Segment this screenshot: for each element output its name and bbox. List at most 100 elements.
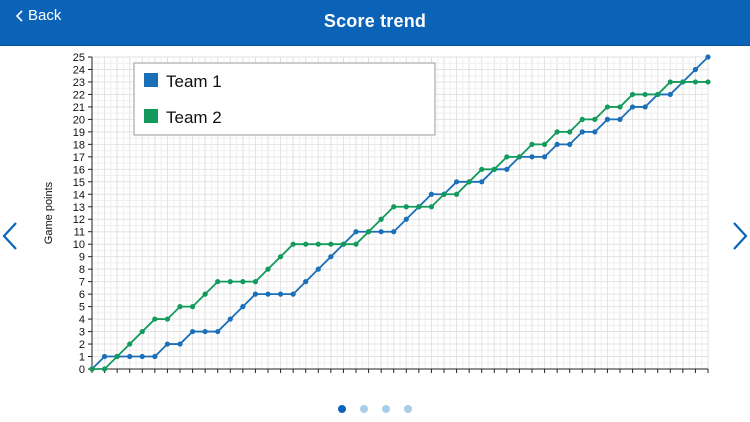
prev-page-chevron-left-icon[interactable] xyxy=(0,219,20,253)
data-point xyxy=(328,241,334,247)
data-point xyxy=(604,116,611,122)
data-point xyxy=(177,341,183,347)
data-point xyxy=(453,179,460,185)
data-point xyxy=(554,141,560,147)
data-point xyxy=(541,154,548,160)
data-point xyxy=(127,341,133,347)
data-point xyxy=(139,353,145,360)
y-tick-label: 21 xyxy=(73,102,85,114)
y-tick-label: 1 xyxy=(79,352,85,364)
y-tick-label: 22 xyxy=(73,89,85,101)
y-tick-label: 8 xyxy=(79,264,85,276)
data-point xyxy=(567,141,573,147)
series-line xyxy=(92,81,708,370)
y-tick-label: 14 xyxy=(73,189,85,201)
data-point xyxy=(391,204,397,210)
data-point xyxy=(164,316,171,322)
back-button[interactable]: Back xyxy=(14,6,61,26)
data-point xyxy=(479,179,485,185)
data-point xyxy=(265,266,271,272)
y-tick-label: 2 xyxy=(79,339,85,351)
data-point xyxy=(617,116,623,122)
legend-swatch-team-1 xyxy=(144,73,158,87)
data-point xyxy=(89,366,95,372)
data-point xyxy=(541,141,548,147)
data-point xyxy=(491,166,497,172)
data-point xyxy=(189,304,196,310)
data-point xyxy=(428,204,435,210)
y-tick-label: 7 xyxy=(79,277,85,289)
legend-box xyxy=(133,62,436,136)
y-tick-label: 20 xyxy=(73,114,85,126)
data-point xyxy=(315,266,321,272)
data-point xyxy=(240,279,246,285)
data-point xyxy=(227,316,233,322)
data-point xyxy=(391,229,397,235)
data-point xyxy=(101,353,108,360)
data-point xyxy=(365,229,372,235)
data-point xyxy=(290,291,296,297)
data-point xyxy=(202,328,208,335)
data-point xyxy=(353,229,359,235)
data-point xyxy=(378,229,384,235)
data-point xyxy=(114,353,120,360)
y-axis-title: Game points xyxy=(43,181,55,244)
y-tick-label: 6 xyxy=(79,289,85,301)
y-tick-label: 5 xyxy=(79,302,85,314)
data-point xyxy=(604,104,611,110)
data-point xyxy=(516,154,523,160)
y-tick-label: 13 xyxy=(73,202,85,214)
data-point xyxy=(403,216,409,222)
data-point xyxy=(441,191,447,197)
data-point xyxy=(428,191,435,197)
data-point xyxy=(504,166,510,172)
y-tick-label: 11 xyxy=(74,227,85,239)
data-point xyxy=(290,241,296,247)
legend-swatch-team-2 xyxy=(144,109,158,123)
data-point xyxy=(479,166,485,172)
data-point xyxy=(667,79,673,85)
data-point xyxy=(642,104,648,110)
data-point xyxy=(328,254,334,260)
data-point xyxy=(692,79,699,85)
data-point xyxy=(340,241,347,247)
data-point xyxy=(692,66,699,73)
back-label: Back xyxy=(28,7,62,24)
data-point xyxy=(416,204,422,210)
chart-axes xyxy=(91,57,709,373)
data-point xyxy=(378,216,384,222)
page-dot[interactable] xyxy=(404,405,412,413)
y-tick-labels: 0123456789101112131415161718192021222324… xyxy=(73,52,92,376)
data-point xyxy=(152,316,158,322)
next-page-chevron-right-icon[interactable] xyxy=(730,219,750,253)
page-indicator xyxy=(0,405,750,413)
data-point xyxy=(617,104,623,110)
page-dot[interactable] xyxy=(360,405,368,413)
data-point xyxy=(453,191,460,197)
data-point xyxy=(629,104,636,110)
data-point xyxy=(315,241,321,247)
y-tick-label: 4 xyxy=(79,314,85,326)
data-point xyxy=(240,304,246,310)
y-tick-label: 23 xyxy=(73,77,85,89)
data-point xyxy=(139,328,145,335)
data-point xyxy=(579,129,585,135)
y-tick-label: 17 xyxy=(73,152,85,164)
data-point xyxy=(592,129,598,135)
page-dot[interactable] xyxy=(338,405,346,413)
data-point xyxy=(303,279,309,285)
data-point xyxy=(403,204,409,210)
y-tick-label: 10 xyxy=(73,239,85,251)
y-tick-label: 3 xyxy=(79,327,85,339)
data-point xyxy=(252,279,259,285)
data-point xyxy=(705,54,711,60)
data-point xyxy=(101,366,108,372)
page-dot[interactable] xyxy=(382,405,390,413)
score-trend-chart: 0123456789101112131415161718192021222324… xyxy=(43,52,711,376)
data-point xyxy=(127,353,133,360)
series-2 xyxy=(89,79,711,372)
data-point xyxy=(680,79,686,85)
y-tick-label: 18 xyxy=(73,139,85,151)
data-point xyxy=(629,91,636,98)
data-point xyxy=(642,91,648,98)
